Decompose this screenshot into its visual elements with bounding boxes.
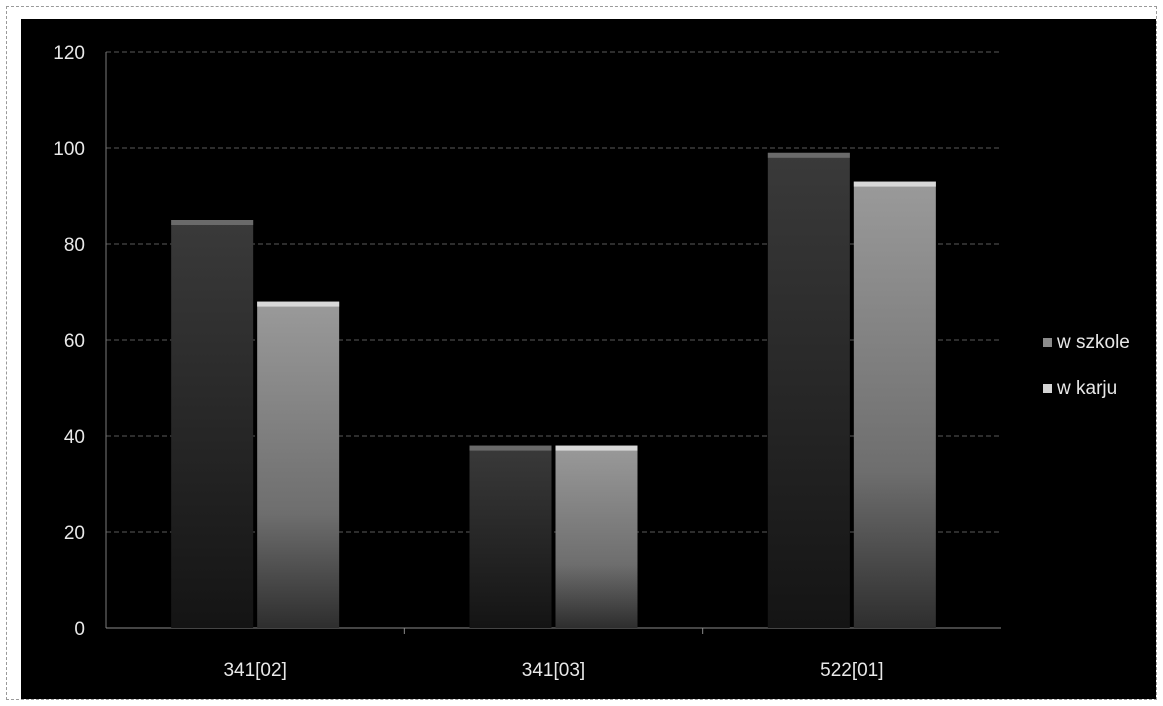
x-axis: 341[02] 341[03] 522[01] (223, 660, 883, 681)
bar-w-karju-2 (555, 445, 638, 628)
x-tick-label: 341[03] (522, 660, 585, 681)
bar-w-karju-1 (257, 301, 340, 628)
legend: w szkole w karju (1043, 332, 1130, 399)
x-tick-label: 522[01] (820, 660, 883, 681)
legend-swatch (1043, 384, 1052, 393)
y-tick-label: 60 (64, 331, 85, 352)
bar-chart: 0 20 40 60 80 100 120 341[02] 341[03] 522[01] w … (53, 43, 1130, 681)
bar-cap (171, 220, 254, 225)
legend-label: w karju (1056, 378, 1117, 399)
y-tick-label: 80 (64, 235, 85, 256)
y-tick-label: 0 (74, 619, 85, 640)
y-tick-label: 40 (64, 427, 85, 448)
bar-cap (853, 181, 936, 187)
y-axis: 0 20 40 60 80 100 120 (53, 43, 1001, 640)
bar-w-szkole-1 (171, 220, 254, 628)
bar-w-karju-3 (853, 181, 936, 628)
bar-cap (767, 152, 850, 158)
chart-area: 0 20 40 60 80 100 120 341[02] 341[03] 522[01] w … (21, 19, 1156, 699)
chart-frame: 0 20 40 60 80 100 120 341[02] 341[03] 522[01] w … (6, 6, 1157, 700)
bars (171, 152, 936, 629)
legend-label: w szkole (1056, 332, 1130, 353)
y-tick-label: 120 (53, 43, 85, 64)
bar-cap (257, 301, 340, 307)
bar-w-szkole-2 (469, 445, 552, 628)
bar-cap (555, 445, 638, 451)
x-tick-label: 341[02] (223, 660, 286, 681)
bar-cap (469, 445, 552, 451)
legend-swatch (1043, 338, 1052, 347)
y-tick-label: 20 (64, 523, 85, 544)
bar-w-szkole-3 (767, 152, 850, 629)
y-tick-label: 100 (53, 139, 85, 160)
